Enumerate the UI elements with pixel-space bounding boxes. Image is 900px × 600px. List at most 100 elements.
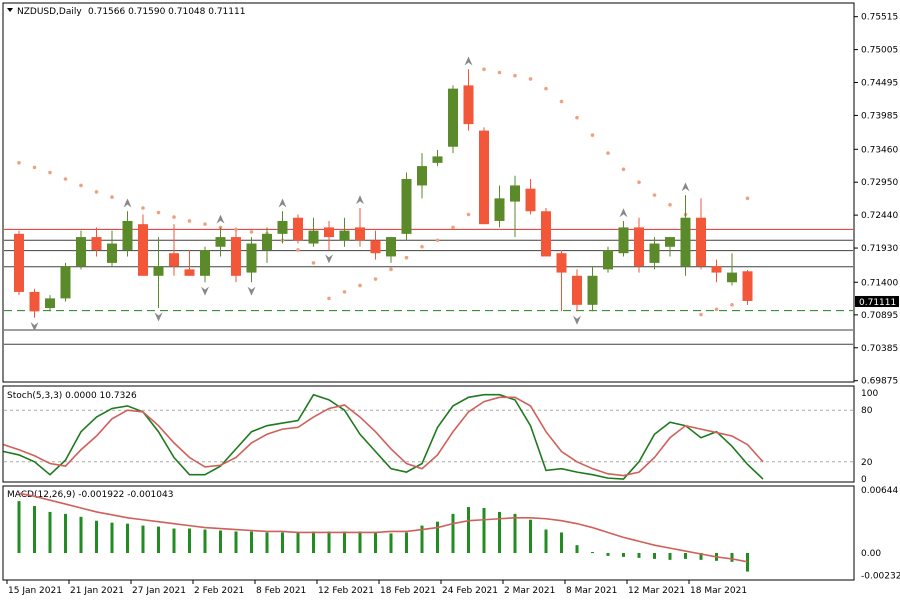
macd-histogram-bar	[358, 531, 362, 553]
macd-histogram-bar	[746, 553, 749, 572]
candle-body	[649, 243, 660, 263]
candle-body	[29, 291, 40, 312]
candle-body	[153, 266, 164, 276]
macd-histogram-bar	[343, 531, 346, 553]
macd-histogram-bar	[203, 529, 207, 553]
sar-dot	[637, 180, 641, 185]
fractal-down-marker	[154, 312, 163, 322]
candle-body	[14, 233, 24, 292]
candle-body	[665, 237, 675, 247]
fractal-up-marker	[681, 182, 690, 192]
candle-body	[308, 230, 319, 244]
candle-body	[711, 266, 722, 273]
time-tick-label: 8 Mar 2021	[566, 586, 617, 596]
fractals	[30, 56, 690, 332]
macd-histogram-bar	[451, 513, 455, 553]
sar-dot	[559, 99, 564, 104]
macd-histogram-bar	[126, 523, 129, 553]
sar-dot	[203, 222, 207, 226]
price-tick-label: 0.73985	[861, 111, 898, 121]
stoch-tick-label: 100	[861, 389, 878, 399]
candle-body	[479, 130, 489, 225]
macd-histogram-bar	[265, 532, 269, 553]
candle-body	[525, 188, 536, 212]
macd-histogram-bar	[141, 525, 145, 553]
time-tick-label: 18 Mar 2021	[690, 586, 747, 596]
sar-dot	[389, 267, 393, 272]
candle-body	[541, 211, 551, 257]
sar-dot	[714, 307, 719, 312]
price-tick-label: 0.72440	[861, 211, 898, 221]
price-tick-label: 0.75005	[861, 46, 898, 56]
sar-dot	[156, 210, 161, 215]
sar-dot	[497, 70, 502, 75]
candle-body	[370, 240, 381, 254]
macd-histogram-bar	[157, 526, 160, 553]
time-tick-label: 8 Feb 2021	[256, 586, 306, 596]
price-pane-frame	[2, 2, 855, 383]
dropdown-arrow-icon[interactable]	[7, 8, 13, 12]
candle-body	[432, 156, 443, 163]
sar-dot	[435, 238, 440, 243]
sar-dot	[451, 225, 455, 230]
sar-dot	[544, 86, 548, 91]
price-tick-label: 0.70895	[861, 311, 898, 321]
stoch-main-line	[3, 393, 764, 480]
macd-histogram-bar	[467, 507, 470, 553]
macd-histogram-bar	[219, 530, 222, 553]
sar-dot	[187, 219, 192, 223]
candle-body	[293, 217, 303, 241]
macd-histogram-bar	[64, 513, 67, 553]
stoch-label: Stoch(5,3,3) 0.0000 10.7326	[7, 391, 137, 401]
sar-dot	[482, 67, 486, 72]
candle-body	[386, 237, 396, 257]
sar-dot	[311, 261, 316, 265]
time-tick-label: 2 Feb 2021	[194, 586, 244, 596]
candle-body	[107, 243, 117, 263]
candle-body	[696, 217, 706, 267]
price-tick-label: 0.70385	[861, 344, 898, 354]
time-tick-label: 18 Feb 2021	[380, 586, 436, 596]
price-tick-label: 0.72950	[861, 178, 898, 188]
sar-dot	[32, 165, 37, 170]
current-price-label: 0.71111	[855, 295, 899, 308]
macd-histogram-bar	[33, 506, 36, 553]
macd-histogram-bar	[653, 553, 656, 559]
macd-histogram-bar	[17, 501, 21, 553]
fractal-up-marker	[216, 214, 225, 224]
macd-histogram-bar	[730, 553, 734, 562]
sar-dot	[234, 227, 238, 232]
macd-histogram-bar	[95, 520, 98, 553]
macd-histogram-bar	[637, 553, 641, 558]
sar-dot	[745, 196, 750, 201]
macd-histogram-bar	[296, 532, 300, 553]
macd-tick-label: 0.00	[861, 549, 881, 559]
macd-histogram-bar	[684, 553, 687, 559]
sar-dot	[513, 73, 517, 78]
macd-label: MACD(12,26,9) -0.001922 -0.001043	[7, 490, 173, 500]
fractal-up-marker	[356, 195, 364, 205]
candle-body	[603, 249, 613, 270]
candle-body	[680, 217, 691, 267]
candle-body	[138, 224, 148, 276]
sar-dot	[420, 244, 424, 249]
sar-dot	[358, 283, 362, 288]
macd-histogram-bar	[482, 508, 486, 553]
candle-body	[448, 88, 458, 147]
sar-dot	[699, 312, 703, 317]
fractal-up-marker	[464, 56, 473, 66]
macd-histogram-bar	[389, 533, 393, 553]
sar-dot	[327, 296, 331, 301]
sar-dot	[172, 215, 176, 219]
macd-histogram-bar	[513, 513, 517, 553]
macd-histogram-bar	[606, 553, 610, 556]
stoch-tick-label: 20	[861, 458, 873, 468]
sar-dot	[17, 161, 21, 165]
sar-dot	[575, 115, 579, 120]
candle-body	[494, 198, 505, 221]
candle-body	[45, 298, 55, 309]
time-tick-label: 24 Feb 2021	[442, 586, 498, 596]
price-tick-label: 0.69875	[861, 377, 898, 387]
candle-body	[169, 253, 179, 267]
price-tick-label: 0.73460	[861, 145, 898, 155]
